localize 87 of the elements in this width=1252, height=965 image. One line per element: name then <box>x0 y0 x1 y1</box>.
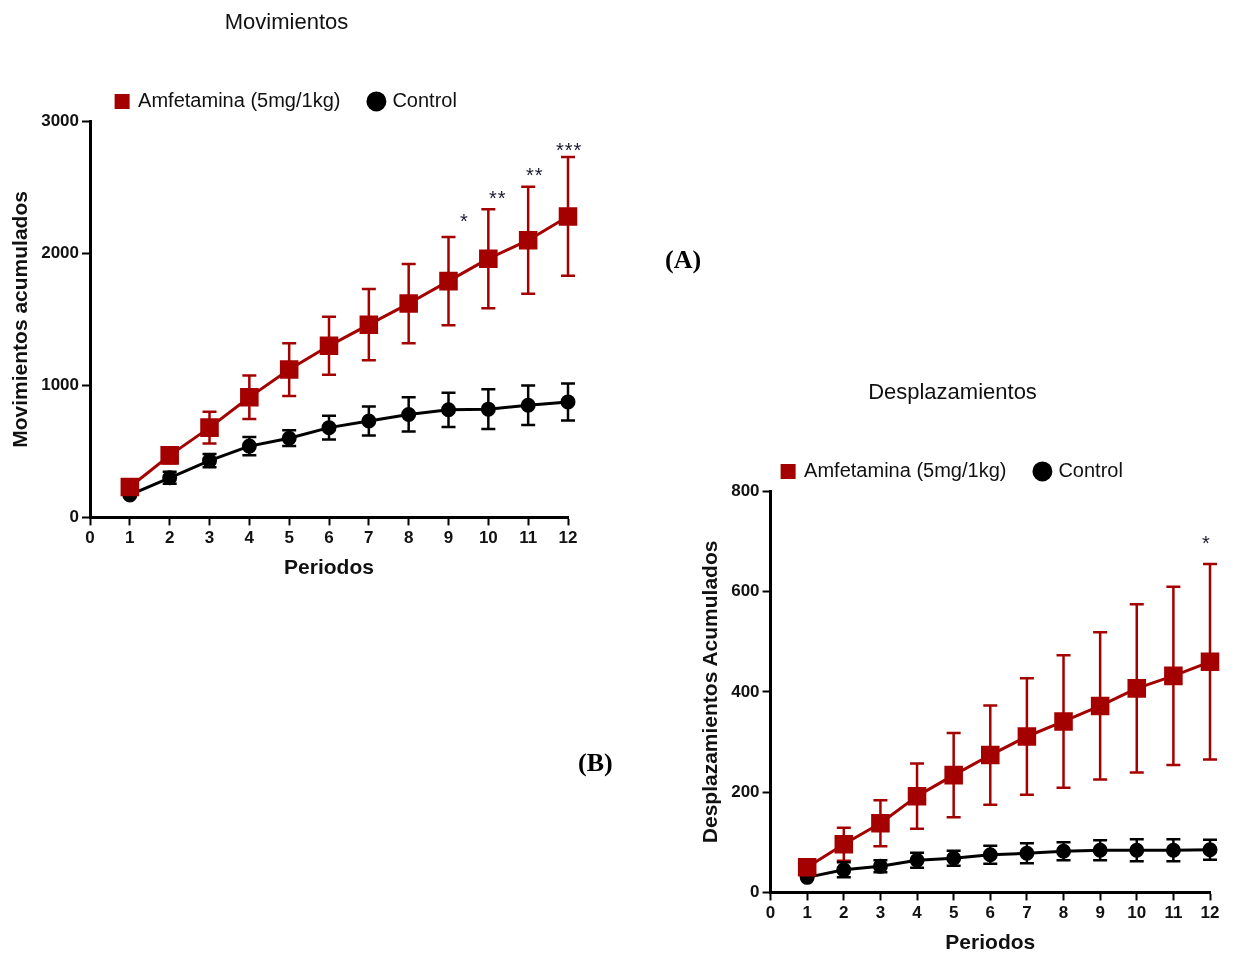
point <box>558 207 578 226</box>
legend-label: Control <box>392 88 457 111</box>
x-tick-label: 7 <box>364 528 374 548</box>
x-tick-label: 5 <box>948 903 959 923</box>
x-tick-label: 9 <box>1095 903 1105 923</box>
chart-title: Desplazamientos <box>868 379 1037 405</box>
legend-label: Amfetamina (5mg/1kg) <box>804 458 1007 481</box>
point <box>1164 666 1183 686</box>
point <box>1129 842 1145 858</box>
point <box>361 413 377 429</box>
point <box>1017 727 1037 746</box>
legend-label: Control <box>1058 458 1123 481</box>
y-axis-title: Movimientos acumulados <box>8 191 32 448</box>
point <box>479 249 498 268</box>
x-tick-label: 12 <box>558 528 578 548</box>
point <box>359 315 379 334</box>
point <box>1165 842 1181 858</box>
x-tick-label: 10 <box>478 528 498 548</box>
x-tick-label: 4 <box>244 528 255 548</box>
point <box>1200 652 1220 672</box>
point <box>871 813 890 833</box>
point <box>907 786 927 806</box>
y-tick-label: 1000 <box>41 375 80 395</box>
y-tick-label: 3000 <box>41 111 80 131</box>
point <box>439 271 458 291</box>
point <box>200 418 219 437</box>
y-tick-label: 200 <box>731 781 760 801</box>
annotation: * <box>460 210 469 233</box>
x-tick-label: 2 <box>839 903 849 923</box>
x-tick-label: 1 <box>802 903 812 923</box>
x-tick-label: 6 <box>324 528 334 548</box>
legend-label: Amfetamina (5mg/1kg) <box>138 88 341 111</box>
x-tick-label: 8 <box>1058 903 1069 923</box>
y-tick-label: 600 <box>731 581 760 601</box>
point <box>321 420 337 436</box>
point <box>518 230 538 250</box>
point <box>1127 679 1147 698</box>
point <box>441 402 457 418</box>
point <box>797 858 817 877</box>
point <box>1019 845 1035 861</box>
point <box>520 397 536 413</box>
y-tick-label: 2000 <box>41 243 80 263</box>
x-axis-title: Periodos <box>284 555 374 579</box>
point <box>944 765 963 785</box>
point <box>1092 842 1108 858</box>
y-tick-label: 800 <box>731 481 760 501</box>
y-tick-label: 0 <box>750 882 760 902</box>
point <box>981 745 1000 765</box>
annotation: ** <box>489 187 507 210</box>
x-tick-label: 0 <box>765 903 776 923</box>
annotation: ** <box>526 164 544 187</box>
x-axis-title: Periodos <box>945 930 1036 954</box>
x-tick-label: 7 <box>1022 903 1032 923</box>
point <box>319 336 339 356</box>
point <box>560 394 576 410</box>
point <box>279 360 299 379</box>
x-tick-label: 11 <box>519 528 538 548</box>
point <box>480 401 496 417</box>
x-tick-label: 8 <box>403 528 414 548</box>
annotation: * <box>1202 532 1211 555</box>
text: (B) <box>578 748 613 778</box>
point <box>401 406 417 422</box>
point <box>1054 712 1073 731</box>
point <box>120 477 140 497</box>
point <box>1202 842 1218 858</box>
point <box>399 294 418 313</box>
x-tick-label: 1 <box>125 528 135 548</box>
point <box>240 388 259 407</box>
x-tick-label: 12 <box>1200 903 1220 923</box>
y-tick-label: 400 <box>731 681 760 701</box>
point <box>834 835 854 854</box>
x-tick-label: 3 <box>875 903 886 923</box>
x-tick-label: 3 <box>204 528 215 548</box>
x-tick-label: 4 <box>912 903 923 923</box>
x-tick-label: 9 <box>443 528 454 548</box>
y-axis-title: Desplazamientos Acumulados <box>698 540 722 844</box>
x-tick-label: 2 <box>164 528 175 548</box>
annotation: *** <box>556 139 583 162</box>
x-tick-label: 11 <box>1164 903 1183 923</box>
x-tick-label: 6 <box>985 903 996 923</box>
x-tick-label: 10 <box>1127 903 1147 923</box>
y-tick-label: 0 <box>69 507 80 527</box>
x-tick-label: 0 <box>85 528 95 548</box>
text: (A) <box>665 245 702 275</box>
point <box>1090 696 1110 716</box>
x-tick-label: 5 <box>284 528 294 548</box>
chart-title: Movimientos <box>224 9 349 35</box>
